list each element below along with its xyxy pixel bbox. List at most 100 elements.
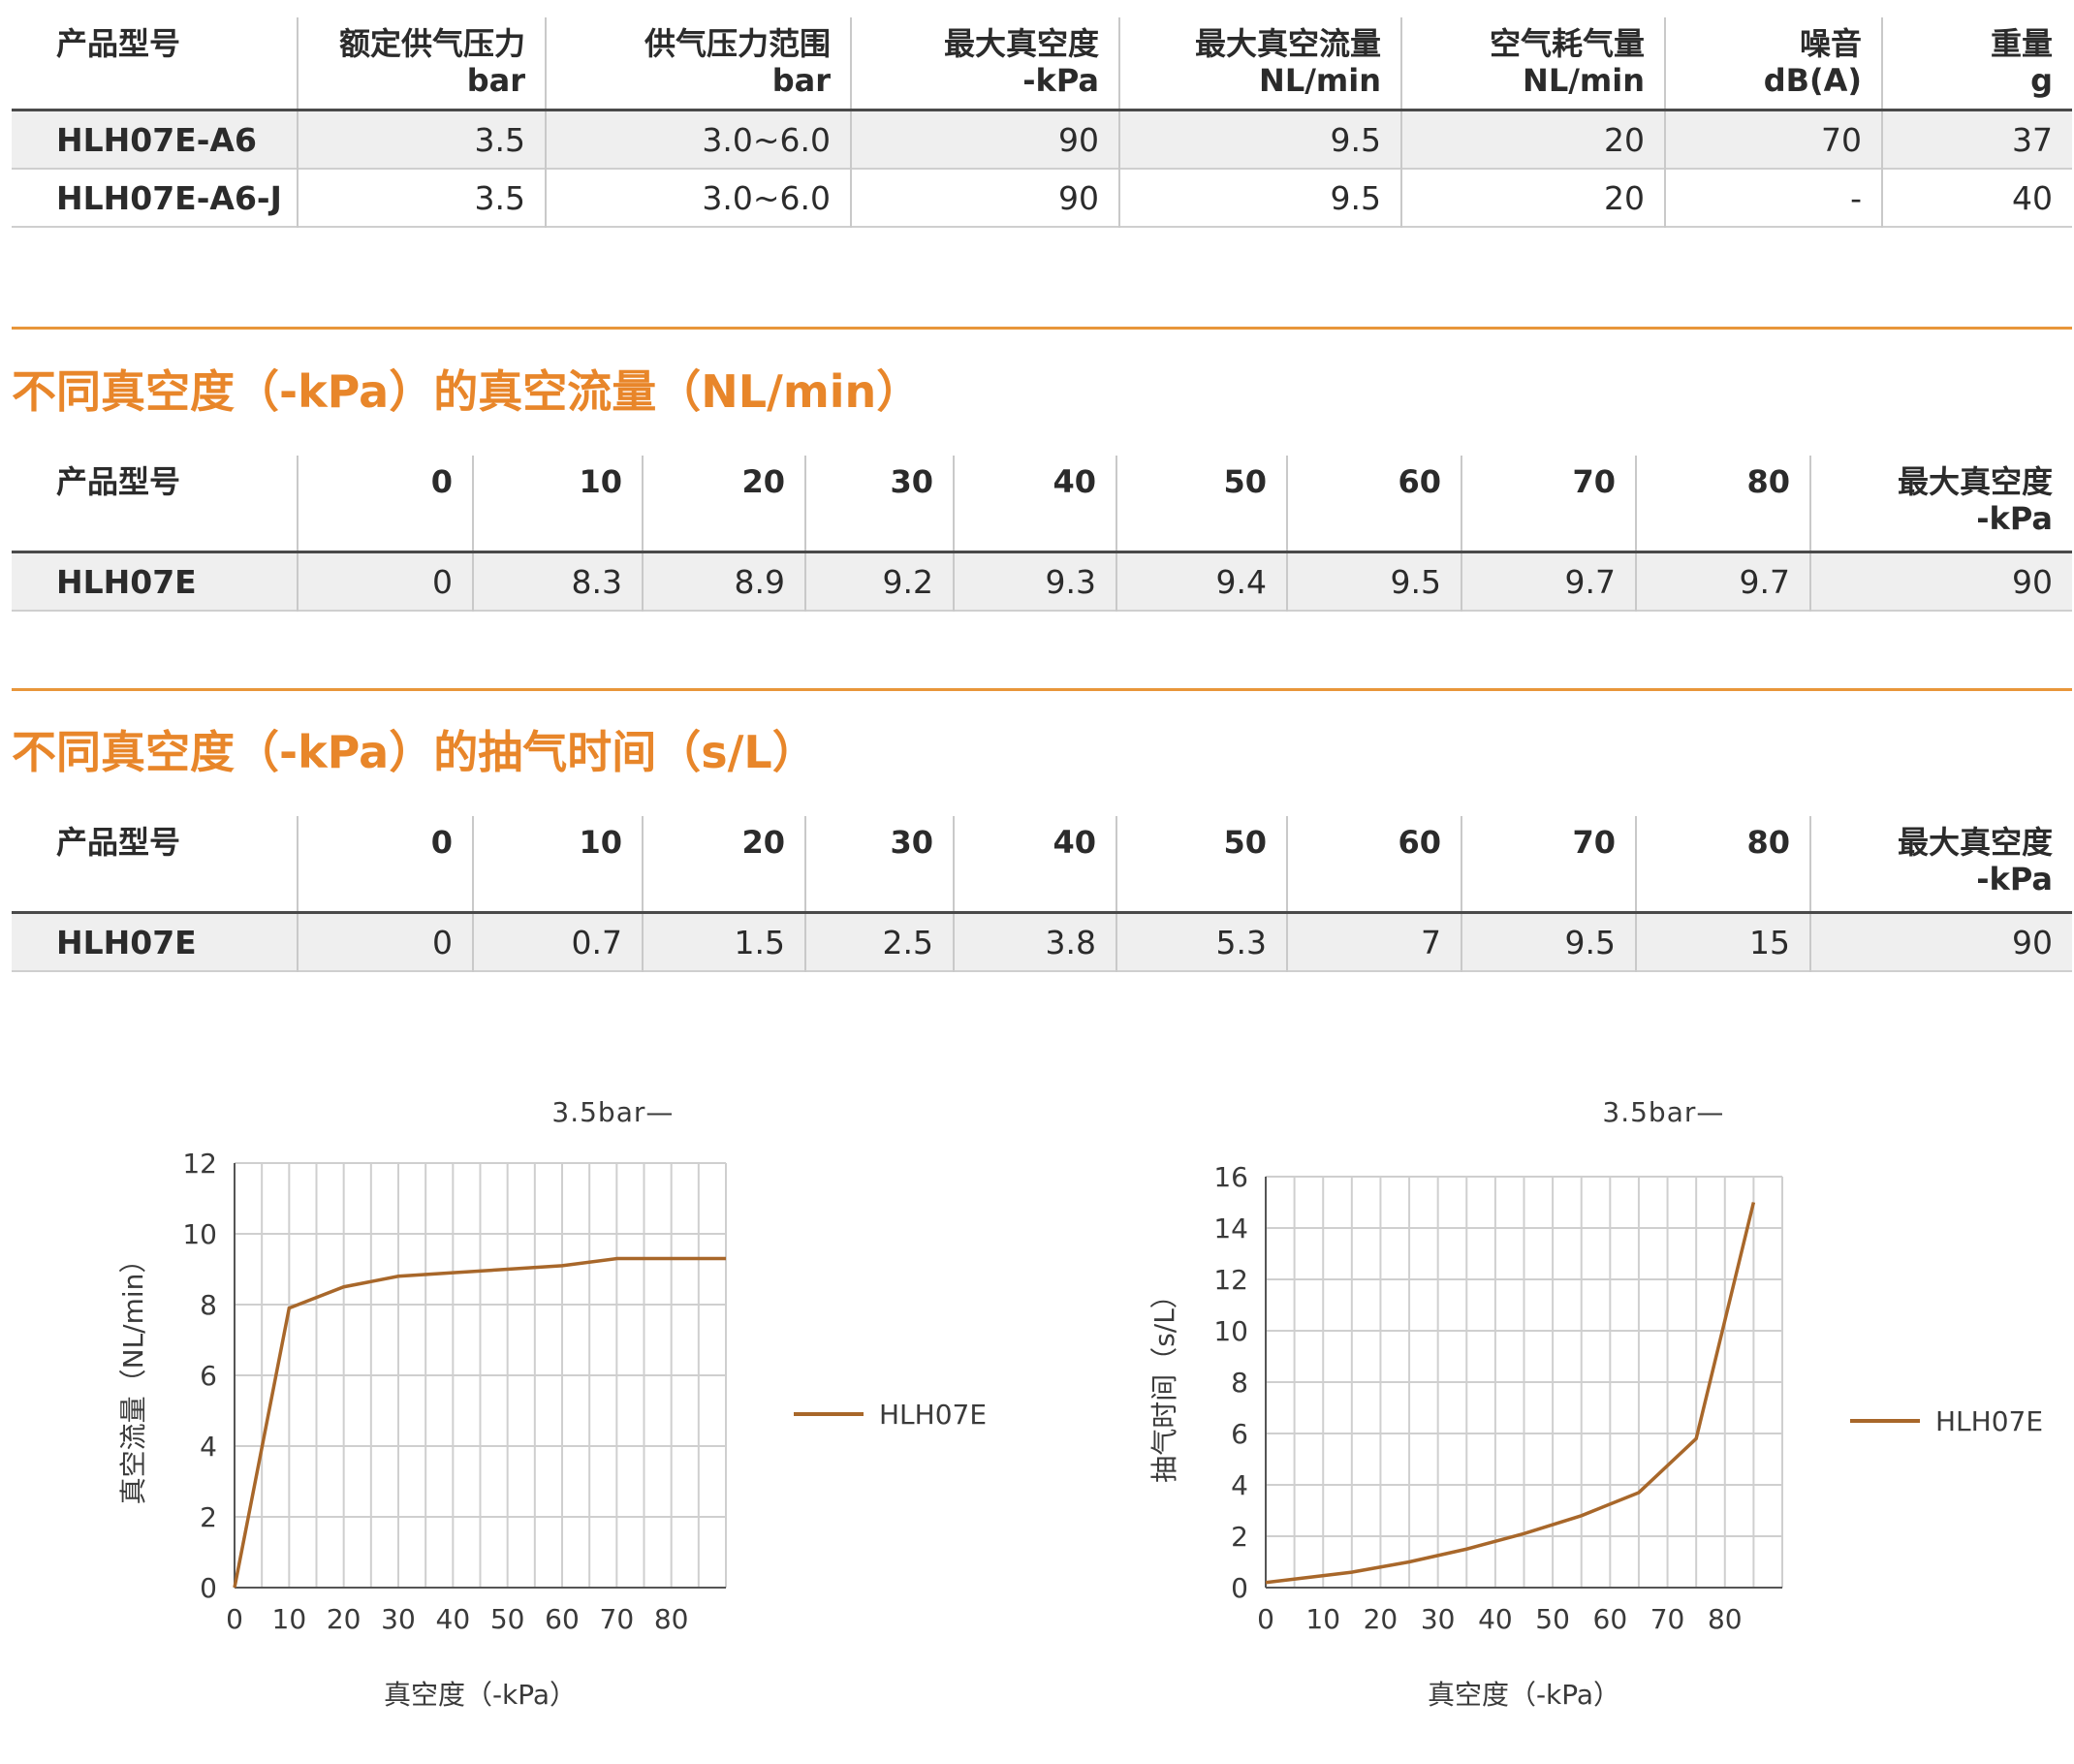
column-header-label: g — [2030, 62, 2053, 99]
table-cell: 40 — [1881, 169, 2072, 227]
column-header-label: 30 — [890, 463, 933, 500]
table-cell: 5.3 — [1116, 912, 1287, 971]
column-header: 产品型号 — [12, 456, 298, 552]
column-header: 10 — [472, 816, 643, 913]
table-cell: 3.0~6.0 — [545, 110, 851, 169]
column-header-label: 50 — [1223, 824, 1267, 861]
table-cell: 20 — [1400, 110, 1665, 169]
x-tick-label: 60 — [1593, 1603, 1628, 1635]
table-cell: 2.5 — [804, 912, 954, 971]
column-header: 40 — [953, 816, 1116, 913]
column-header-label: 最大真空流量 — [1194, 25, 1381, 62]
y-tick-label: 6 — [1231, 1418, 1248, 1450]
table-cell: 70 — [1664, 110, 1882, 169]
x-tick-label: 80 — [1708, 1603, 1743, 1635]
table-cell: 90 — [850, 110, 1119, 169]
table-cell: 7 — [1286, 912, 1461, 971]
x-tick-label: 80 — [654, 1603, 689, 1635]
table-cell: 37 — [1881, 110, 2072, 169]
table-cell: 3.8 — [953, 912, 1116, 971]
column-header: 最大真空度 -kPa — [1809, 816, 2072, 913]
x-tick-label: 40 — [436, 1603, 471, 1635]
table-cell: HLH07E — [12, 912, 298, 971]
x-tick-label: 70 — [600, 1603, 635, 1635]
table-cell: 9.3 — [953, 551, 1116, 611]
column-header-label: 20 — [741, 824, 785, 861]
column-header-label: 产品型号 — [56, 463, 181, 500]
column-header-label: 60 — [1398, 463, 1441, 500]
column-header: 10 — [472, 456, 643, 552]
column-header: 20 — [642, 816, 805, 913]
x-tick-label: 60 — [545, 1603, 580, 1635]
section-divider — [12, 688, 2072, 691]
column-header-label: 10 — [579, 463, 622, 500]
x-tick-label: 10 — [1305, 1603, 1340, 1635]
column-header-label: NL/min — [1523, 62, 1645, 99]
chart-title: 3.5bar— — [551, 1096, 674, 1128]
y-axis-label: 真空流量（NL/min） — [117, 1246, 149, 1505]
column-header-label: 产品型号 — [56, 25, 181, 62]
table-cell: 1.5 — [642, 912, 805, 971]
column-header-label: 最大真空度 — [1897, 824, 2053, 861]
column-header-label: -kPa — [1022, 62, 1099, 99]
y-tick-label: 2 — [200, 1501, 217, 1533]
column-header: 0 — [297, 816, 473, 913]
y-tick-label: 8 — [200, 1289, 217, 1321]
x-tick-label: 20 — [1364, 1603, 1398, 1635]
column-header-label: 0 — [430, 463, 453, 500]
table-cell: 9.5 — [1461, 912, 1636, 971]
column-header-label: 70 — [1572, 824, 1616, 861]
table-cell: 20 — [1400, 169, 1665, 227]
column-header: 40 — [953, 456, 1116, 552]
spec-header-row: 产品型号 额定供气压力 bar 供气压力范围 bar 最大真空度 -kPa 最大真空流量 NL/… — [12, 17, 2072, 110]
y-tick-label: 12 — [1213, 1264, 1248, 1296]
table-cell: 0.7 — [472, 912, 643, 971]
column-header-label: 30 — [890, 824, 933, 861]
column-header: 20 — [642, 456, 805, 552]
table-cell: 9.7 — [1635, 551, 1810, 611]
column-header: 产品型号 — [12, 17, 298, 110]
table-cell: 90 — [1809, 912, 2072, 971]
table-cell: HLH07E-A6-J — [56, 178, 282, 217]
y-tick-label: 14 — [1213, 1213, 1248, 1244]
column-header: 70 — [1461, 816, 1636, 913]
x-tick-label: 50 — [1535, 1603, 1570, 1635]
flow-chart: 0 2 4 6 8 10 12 0 10 20 30 40 50 60 70 80 HLH07E 3.5bar— 真… — [117, 1096, 987, 1711]
table-cell: 9.5 — [1286, 551, 1461, 611]
y-tick-label: 2 — [1231, 1521, 1248, 1553]
section-divider — [12, 327, 2072, 330]
column-header: 30 — [804, 816, 954, 913]
table-cell: 90 — [1809, 551, 2072, 611]
table-cell: HLH07E — [12, 551, 298, 611]
table-cell: 0 — [297, 912, 473, 971]
table-cell: 9.5 — [1118, 169, 1401, 227]
y-axis-label: 抽气时间（s/L） — [1148, 1281, 1180, 1483]
column-header-label: 70 — [1572, 463, 1616, 500]
table-cell: 0 — [297, 551, 473, 611]
y-tick-label: 12 — [182, 1148, 217, 1180]
x-tick-label: 0 — [1257, 1603, 1274, 1635]
table-cell: 9.7 — [1461, 551, 1636, 611]
column-header: 50 — [1116, 816, 1287, 913]
legend-label: HLH07E — [879, 1399, 987, 1431]
table-row: HLH07E 0 8.3 8.9 9.2 9.3 9.4 9.5 9.7 9.7 90 — [12, 551, 2072, 611]
column-header-label: 10 — [579, 824, 622, 861]
table-cell: 9.2 — [804, 551, 954, 611]
chart-title: 3.5bar— — [1602, 1096, 1724, 1128]
column-header-label: 重量 — [1990, 25, 2053, 62]
table-cell: 9.4 — [1116, 551, 1287, 611]
flow-header-row: 产品型号 0 10 20 30 40 50 60 70 80 最大真空度 -kPa — [12, 456, 2072, 552]
column-header-label: 60 — [1398, 824, 1441, 861]
column-header-label: 40 — [1053, 463, 1096, 500]
column-header-label: dB(A) — [1763, 62, 1862, 99]
y-tick-label: 8 — [1231, 1367, 1248, 1399]
table-row: HLH07E-A6-J 3.5 3.0~6.0 90 9.5 20-40 — [12, 169, 2072, 227]
x-axis-label: 真空度（-kPa） — [384, 1679, 577, 1711]
column-header: 空气耗气量 NL/min — [1400, 17, 1665, 110]
column-header-label: 80 — [1746, 824, 1790, 861]
flow-section-title: 不同真空度（-kPa）的真空流量（NL/min） — [12, 365, 922, 418]
x-tick-label: 50 — [490, 1603, 525, 1635]
table-cell: 3.5 — [297, 169, 546, 227]
column-header: 最大真空流量 NL/min — [1118, 17, 1401, 110]
time-table: 产品型号 0 10 20 30 40 50 60 70 80 最大真空度 -kPa HLH07E 0 0.… — [12, 816, 2072, 972]
